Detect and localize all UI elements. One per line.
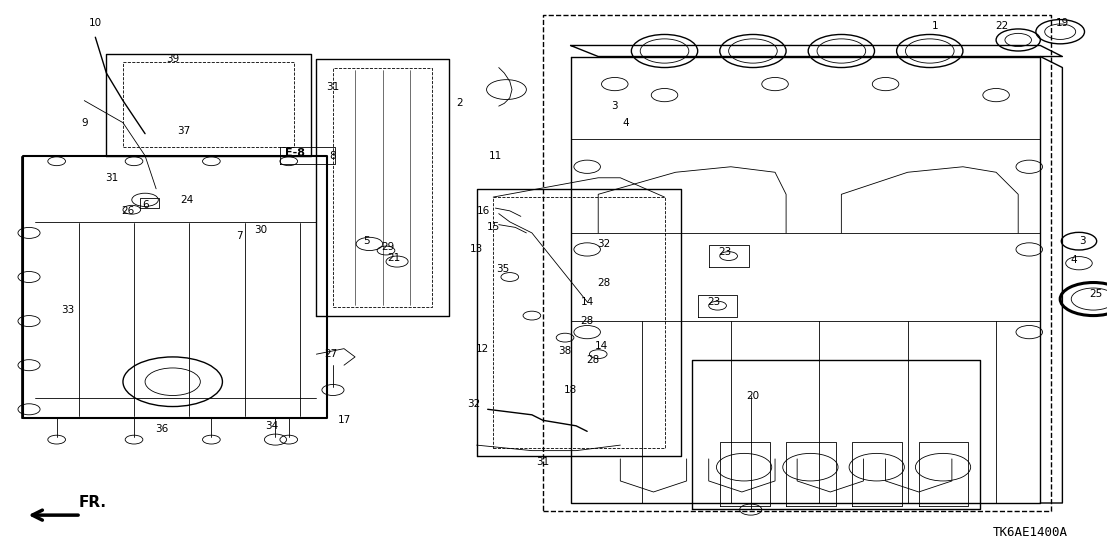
- Text: 7: 7: [236, 230, 243, 240]
- Text: 36: 36: [155, 424, 168, 434]
- Text: 16: 16: [476, 206, 490, 216]
- Text: 3: 3: [1079, 236, 1086, 246]
- Text: 9: 9: [81, 117, 88, 127]
- Text: 27: 27: [325, 349, 337, 359]
- Text: 23: 23: [719, 247, 732, 257]
- Text: 39: 39: [166, 54, 179, 64]
- Text: 32: 32: [466, 399, 480, 409]
- Text: 24: 24: [181, 195, 194, 205]
- Text: 21: 21: [387, 253, 400, 263]
- Text: 33: 33: [61, 305, 74, 315]
- Text: 35: 35: [496, 264, 510, 274]
- Text: 20: 20: [747, 391, 759, 401]
- Text: 1: 1: [932, 21, 938, 31]
- Text: 11: 11: [489, 151, 502, 161]
- Text: E-8: E-8: [286, 148, 306, 158]
- Text: 3: 3: [612, 101, 618, 111]
- Text: 4: 4: [1070, 255, 1077, 265]
- Text: 26: 26: [121, 206, 134, 216]
- Text: 30: 30: [255, 225, 268, 235]
- Text: 31: 31: [536, 456, 550, 466]
- Text: 37: 37: [177, 126, 191, 136]
- Text: 29: 29: [381, 242, 394, 252]
- Text: 17: 17: [337, 416, 350, 425]
- Text: 19: 19: [1056, 18, 1069, 28]
- Text: 28: 28: [597, 278, 611, 288]
- Text: 6: 6: [142, 201, 148, 211]
- Text: 28: 28: [581, 316, 594, 326]
- Text: 23: 23: [708, 297, 721, 307]
- Text: 32: 32: [597, 239, 611, 249]
- Text: 14: 14: [595, 341, 608, 351]
- Text: 4: 4: [623, 117, 629, 127]
- Text: 22: 22: [995, 21, 1008, 31]
- Text: 10: 10: [89, 18, 102, 28]
- Text: 38: 38: [558, 346, 572, 356]
- Text: 13: 13: [470, 244, 483, 254]
- Text: 28: 28: [586, 355, 599, 365]
- Text: 15: 15: [486, 222, 500, 232]
- Text: 5: 5: [362, 236, 369, 246]
- Text: 14: 14: [581, 297, 594, 307]
- Text: 34: 34: [266, 421, 279, 431]
- Text: 31: 31: [327, 82, 339, 92]
- Text: 2: 2: [456, 99, 463, 109]
- Text: 25: 25: [1089, 289, 1102, 299]
- Text: TK6AE1400A: TK6AE1400A: [993, 526, 1068, 539]
- Text: FR.: FR.: [79, 495, 106, 510]
- Text: 18: 18: [564, 385, 577, 395]
- Text: 12: 12: [475, 343, 489, 353]
- Text: 8: 8: [330, 151, 336, 161]
- Text: 31: 31: [105, 173, 119, 183]
